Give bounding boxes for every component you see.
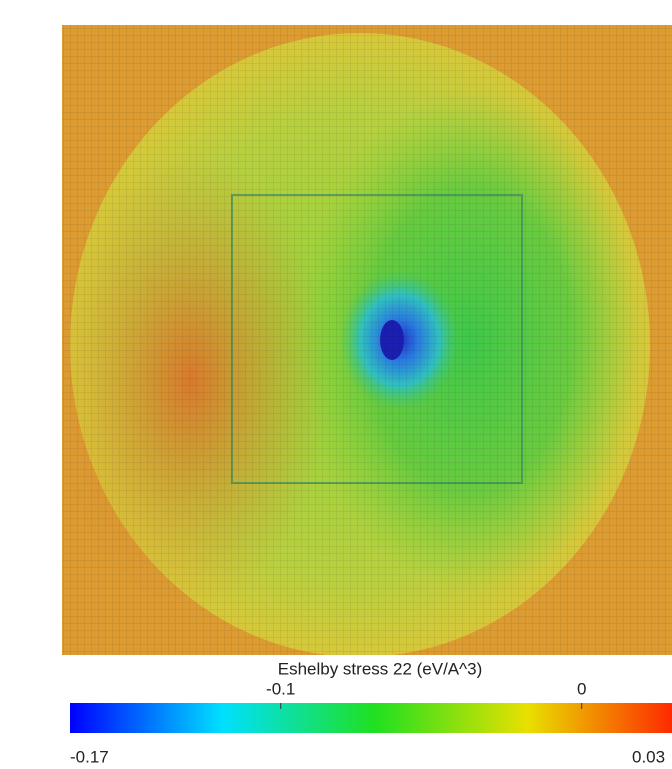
figure: Eshelby stress 22 (eV/A^3) -0.1 0 -0.17 0.0…: [0, 0, 672, 769]
colorbar-title: Eshelby stress 22 (eV/A^3): [278, 659, 483, 678]
colorbar-limit-label: -0.17: [70, 747, 109, 766]
colorbar-tick-label: -0.1: [266, 679, 295, 698]
colorbar-limit-label: 0.03: [632, 747, 665, 766]
stress-field: [50, 25, 672, 657]
colorbar-tick-label: 0: [577, 679, 586, 698]
